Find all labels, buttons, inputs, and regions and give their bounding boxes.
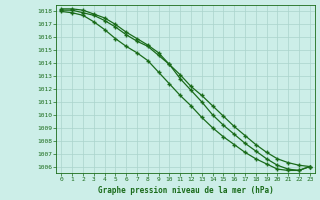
X-axis label: Graphe pression niveau de la mer (hPa): Graphe pression niveau de la mer (hPa) — [98, 186, 274, 195]
